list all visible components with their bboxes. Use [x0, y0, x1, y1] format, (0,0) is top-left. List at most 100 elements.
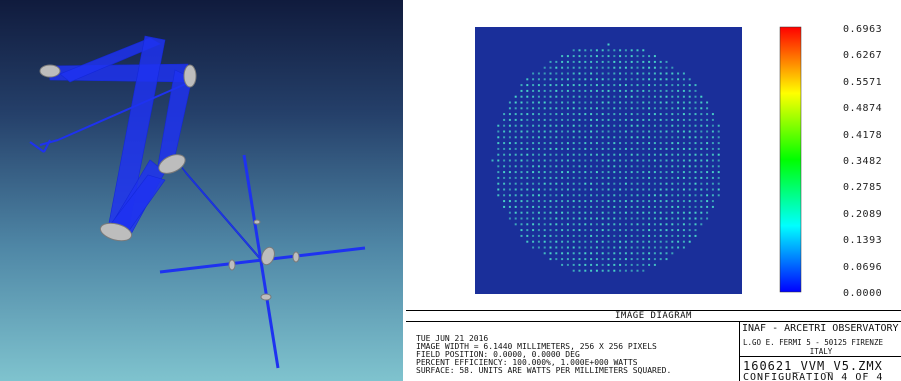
optical-layout-3d-view[interactable] — [0, 0, 403, 381]
spot-point — [561, 160, 563, 162]
spot-point — [544, 119, 546, 121]
spot-point — [608, 223, 610, 225]
spot-point — [579, 113, 581, 115]
spot-point — [666, 189, 668, 191]
spot-point — [573, 148, 575, 150]
spot-point — [637, 241, 639, 243]
spot-point — [700, 102, 702, 104]
spot-point — [515, 171, 517, 173]
spot-point — [567, 218, 569, 220]
spot-point — [573, 235, 575, 237]
spot-point — [544, 131, 546, 133]
spot-point — [648, 96, 650, 98]
spot-point — [631, 252, 633, 254]
spot-point — [671, 136, 673, 138]
spot-point — [677, 102, 679, 104]
spot-point — [584, 258, 586, 260]
spot-point — [509, 125, 511, 127]
spot-point — [677, 96, 679, 98]
spot-point — [648, 142, 650, 144]
spot-point — [492, 160, 494, 162]
spot-point — [625, 252, 627, 254]
spot-point — [590, 229, 592, 231]
spot-point — [695, 90, 697, 92]
spot-point — [695, 235, 697, 237]
spot-point — [619, 264, 621, 266]
spot-point — [613, 61, 615, 63]
spot-point — [700, 96, 702, 98]
spot-point — [555, 84, 557, 86]
spot-point — [584, 194, 586, 196]
spot-point — [613, 235, 615, 237]
spot-point — [550, 113, 552, 115]
spot-point — [521, 223, 523, 225]
spot-point — [613, 264, 615, 266]
spot-point — [608, 160, 610, 162]
spot-point — [555, 119, 557, 121]
spot-point — [613, 55, 615, 57]
spot-point — [613, 125, 615, 127]
spot-point — [631, 148, 633, 150]
spot-point — [625, 264, 627, 266]
spot-point — [718, 183, 720, 185]
spot-point — [584, 183, 586, 185]
spot-point — [532, 102, 534, 104]
spot-point — [561, 90, 563, 92]
spot-point — [625, 96, 627, 98]
spot-point — [521, 171, 523, 173]
spot-point — [654, 241, 656, 243]
spot-point — [590, 102, 592, 104]
spot-point — [503, 154, 505, 156]
spot-point — [683, 154, 685, 156]
spot-point — [648, 223, 650, 225]
spot-point — [631, 200, 633, 202]
spot-point — [584, 125, 586, 127]
spot-point — [648, 113, 650, 115]
spot-point — [613, 90, 615, 92]
spot-point — [503, 183, 505, 185]
spot-point — [608, 212, 610, 214]
spot-point — [666, 177, 668, 179]
spot-point — [579, 61, 581, 63]
spot-point — [550, 247, 552, 249]
spot-point — [602, 165, 604, 167]
spot-point — [538, 194, 540, 196]
spot-point — [544, 223, 546, 225]
spot-point — [550, 189, 552, 191]
spot-point — [631, 206, 633, 208]
spot-point — [689, 102, 691, 104]
spot-point — [613, 194, 615, 196]
spot-point — [590, 160, 592, 162]
spot-point — [666, 229, 668, 231]
spot-point — [677, 125, 679, 127]
spot-point — [550, 160, 552, 162]
spot-point — [579, 142, 581, 144]
spot-point — [521, 125, 523, 127]
spot-point — [625, 189, 627, 191]
spot-point — [567, 119, 569, 121]
diagram-info-block: TUE JUN 21 2016 IMAGE WIDTH = 6.1440 MIL… — [406, 321, 739, 381]
spot-point — [648, 200, 650, 202]
spot-point — [596, 241, 598, 243]
spot-point — [602, 119, 604, 121]
spot-point — [637, 165, 639, 167]
spot-point — [619, 49, 621, 51]
spot-point — [567, 125, 569, 127]
spot-point — [590, 142, 592, 144]
spot-point — [608, 73, 610, 75]
spot-point — [654, 107, 656, 109]
spot-point — [666, 165, 668, 167]
spot-point — [509, 206, 511, 208]
spot-point — [526, 119, 528, 121]
spot-point — [683, 113, 685, 115]
spot-point — [700, 165, 702, 167]
spot-point — [677, 84, 679, 86]
spot-point — [550, 125, 552, 127]
spot-point — [515, 136, 517, 138]
spot-point — [573, 258, 575, 260]
spot-point — [526, 165, 528, 167]
spot-point — [596, 264, 598, 266]
spot-point — [718, 171, 720, 173]
spot-point — [700, 160, 702, 162]
file-name: 160621_VVM_V5.ZMX — [743, 359, 883, 373]
